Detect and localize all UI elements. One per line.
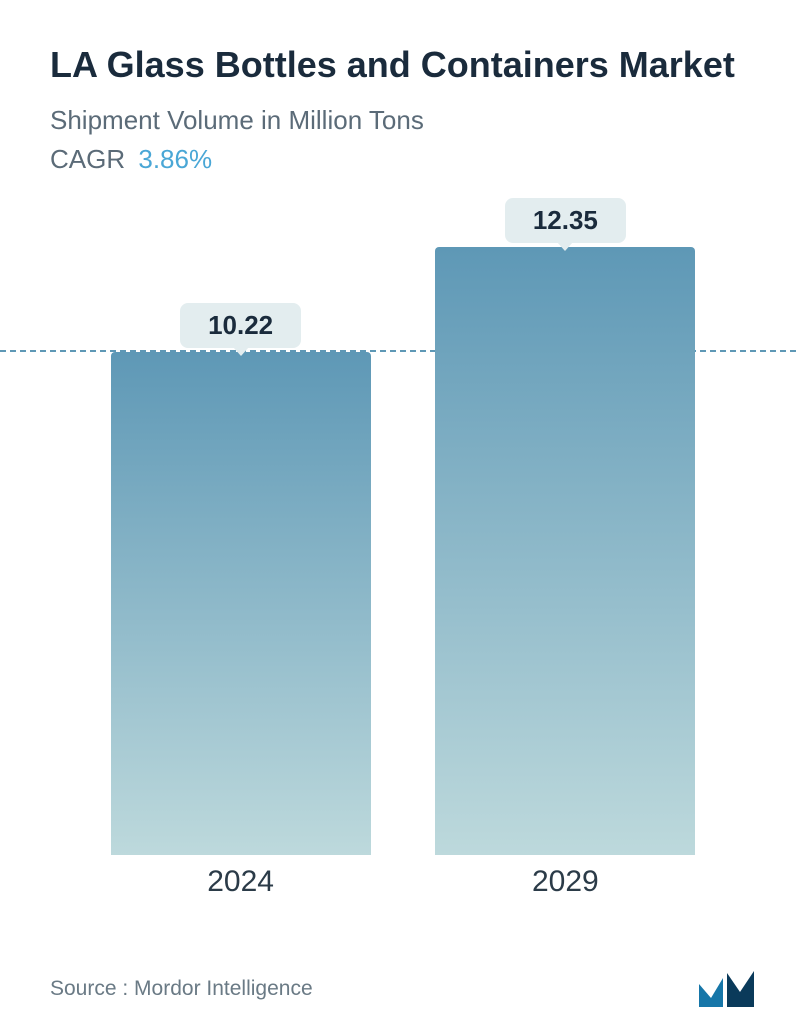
chart-plot: 10.2212.35 bbox=[50, 215, 756, 855]
chart-area: 10.2212.35 2024 2029 bbox=[50, 215, 756, 1004]
source-text: Source : Mordor Intelligence bbox=[50, 977, 313, 1001]
bar bbox=[435, 247, 695, 855]
chart-title: LA Glass Bottles and Containers Market bbox=[50, 42, 756, 87]
brand-logo bbox=[698, 970, 756, 1008]
chart-container: LA Glass Bottles and Containers Market S… bbox=[0, 0, 796, 1034]
bar-group: 12.35 bbox=[435, 198, 695, 855]
x-axis-label: 2029 bbox=[532, 865, 599, 899]
bar bbox=[111, 352, 371, 855]
bar-value-label: 10.22 bbox=[180, 303, 301, 348]
bar-group: 10.22 bbox=[111, 303, 371, 855]
bar-value-label: 12.35 bbox=[505, 198, 626, 243]
cagr-label: CAGR bbox=[50, 144, 125, 174]
logo-icon bbox=[698, 970, 756, 1008]
cagr-value: 3.86% bbox=[138, 144, 212, 174]
chart-footer: Source : Mordor Intelligence bbox=[50, 970, 756, 1008]
chart-subtitle: Shipment Volume in Million Tons bbox=[50, 105, 756, 136]
x-axis-label: 2024 bbox=[207, 865, 274, 899]
cagr-line: CAGR 3.86% bbox=[50, 144, 756, 175]
